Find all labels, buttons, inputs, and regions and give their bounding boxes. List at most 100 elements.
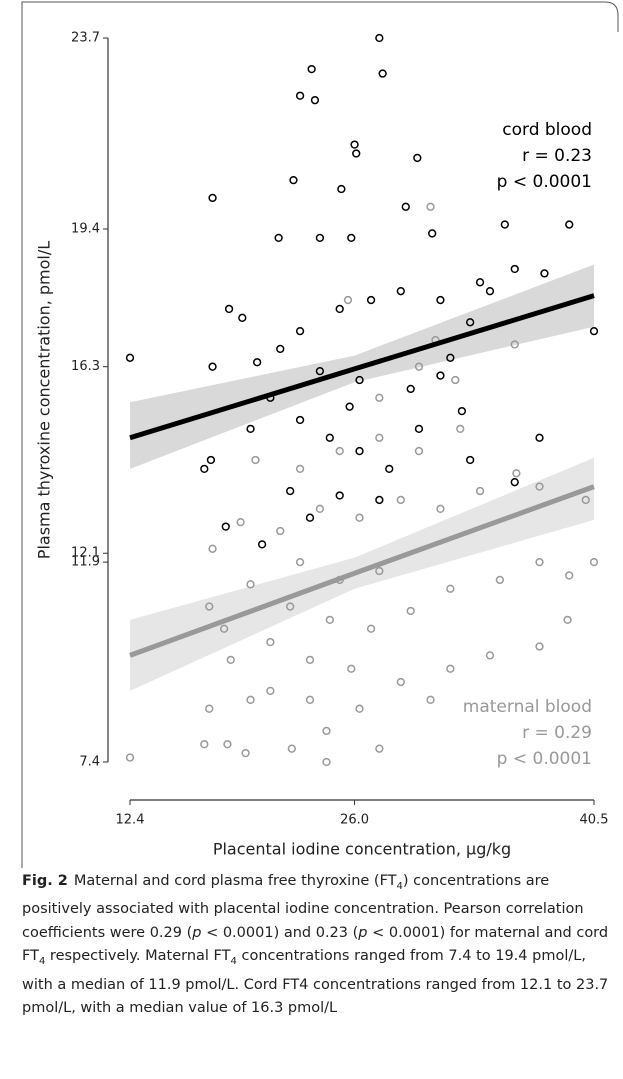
data-point — [589, 557, 599, 567]
data-point — [335, 491, 344, 500]
data-point — [495, 575, 505, 585]
data-point — [322, 757, 331, 767]
data-point — [510, 264, 519, 274]
data-point — [236, 517, 245, 527]
data-point — [274, 233, 283, 243]
data-point — [287, 744, 296, 753]
data-point — [221, 522, 230, 531]
data-point — [500, 220, 509, 229]
data-point — [446, 664, 455, 673]
data-point — [446, 353, 455, 362]
data-point — [325, 615, 334, 625]
data-point — [375, 495, 384, 505]
data-point — [295, 415, 305, 425]
data-point — [466, 455, 475, 465]
data-point — [315, 233, 325, 243]
data-point — [219, 624, 229, 633]
data-point — [295, 91, 305, 100]
annotation: r = 0.29 — [522, 723, 592, 743]
data-point — [366, 295, 376, 305]
y-tick-label: 12.1 — [71, 546, 100, 561]
data-point — [295, 557, 305, 567]
data-point — [456, 424, 465, 434]
data-point — [355, 375, 364, 385]
data-point — [307, 64, 316, 74]
confidence-band — [130, 457, 594, 691]
data-point — [457, 406, 467, 416]
data-point — [246, 695, 255, 704]
legend-label: maternal blood — [463, 697, 592, 717]
data-point — [205, 602, 214, 611]
data-point — [475, 278, 485, 287]
data-point — [436, 295, 445, 305]
caption-text: 4 — [38, 956, 46, 968]
y-tick-label: 19.4 — [71, 221, 100, 236]
data-point — [246, 580, 255, 589]
data-point — [406, 384, 415, 394]
data-point — [266, 686, 275, 696]
data-point — [335, 446, 344, 456]
chart: Plasma thyroxine concentration, pmol/L P… — [21, 1, 619, 868]
annotation: p < 0.0001 — [497, 172, 592, 192]
data-point — [485, 651, 495, 660]
data-point — [414, 424, 424, 434]
data-point — [257, 540, 267, 549]
data-point — [510, 340, 519, 349]
data-point — [252, 358, 262, 367]
data-point — [436, 504, 445, 513]
data-point — [466, 318, 475, 327]
data-point — [385, 464, 394, 473]
caption-text: < 0.0001) and 0.23 ( — [201, 924, 359, 941]
data-point — [325, 433, 334, 442]
data-point — [315, 366, 325, 376]
data-point — [125, 353, 135, 362]
data-point — [446, 584, 455, 593]
data-point — [406, 606, 415, 616]
annotation: p < 0.0001 — [497, 749, 592, 769]
caption-text: concentrations ranged from 7.4 to 19.4 p… — [22, 948, 609, 1017]
data-point — [352, 149, 361, 158]
data-point — [510, 478, 519, 487]
data-point — [295, 327, 305, 336]
data-point — [451, 375, 460, 385]
data-point — [347, 233, 356, 243]
data-point — [208, 544, 217, 553]
caption-text: 4 — [396, 880, 403, 892]
caption-text: respectively. Maternal FT — [45, 948, 231, 965]
data-point — [512, 469, 521, 478]
data-point — [375, 744, 384, 753]
data-point — [347, 664, 356, 673]
data-point — [413, 153, 422, 163]
data-point — [375, 33, 384, 43]
data-point — [125, 753, 135, 762]
legend-label: cord blood — [502, 120, 592, 140]
data-point — [366, 624, 376, 633]
data-point — [315, 504, 325, 513]
data-point — [436, 371, 445, 380]
data-point — [475, 486, 485, 496]
data-point — [276, 344, 285, 354]
data-point — [200, 464, 209, 473]
y-tick-label: 23.7 — [71, 31, 100, 46]
data-point — [286, 602, 295, 611]
data-point — [205, 704, 214, 713]
data-point — [251, 455, 260, 465]
data-point — [208, 362, 217, 371]
data-point — [355, 446, 364, 456]
y-tick-label: 7.4 — [79, 755, 100, 770]
y-tick-label: 11.9 — [71, 555, 100, 570]
y-tick-label: 16.3 — [71, 359, 100, 374]
data-point — [375, 566, 384, 576]
data-point — [565, 571, 574, 580]
data-point — [343, 295, 353, 305]
data-point — [206, 455, 216, 465]
data-point — [289, 175, 298, 185]
y-axis-title: Plasma thyroxine concentration, pmol/L — [35, 241, 54, 559]
x-tick-label: 26.0 — [340, 813, 369, 828]
caption-text: < 0.0001) for maternal and cord FT — [22, 924, 609, 965]
caption-text: p — [192, 924, 202, 941]
data-point — [208, 193, 217, 203]
data-point — [276, 526, 285, 536]
data-point — [589, 327, 599, 336]
data-point — [350, 140, 359, 149]
